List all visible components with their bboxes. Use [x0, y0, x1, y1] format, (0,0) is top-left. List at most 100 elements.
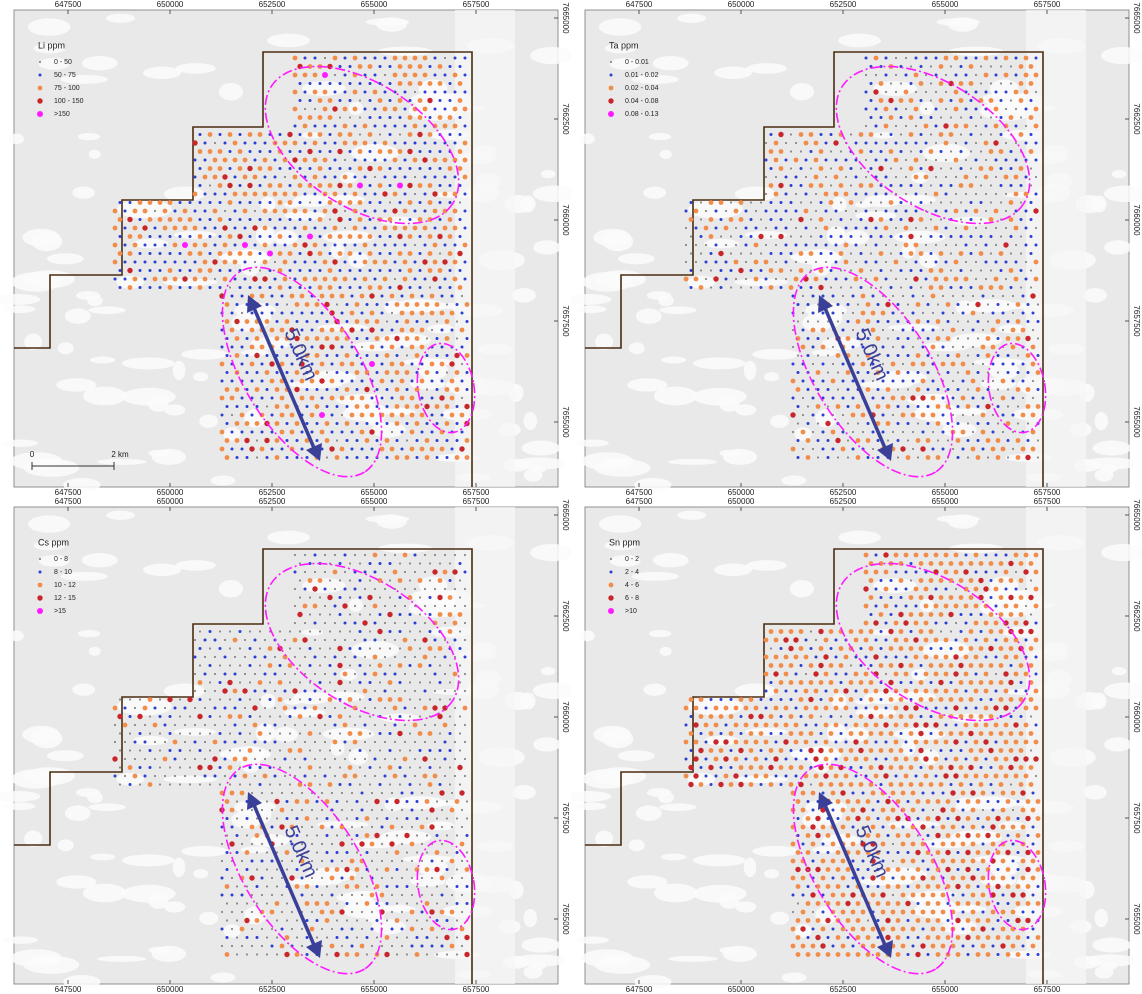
sample-point	[920, 269, 923, 272]
sample-point	[979, 646, 984, 651]
sample-point	[799, 646, 804, 651]
sample-point	[226, 817, 229, 820]
sample-point	[264, 673, 267, 676]
sample-point	[334, 605, 337, 608]
sample-point	[1025, 108, 1028, 111]
sample-point	[450, 944, 455, 949]
sample-point	[900, 133, 902, 135]
sample-point	[977, 320, 980, 323]
sample-point	[869, 646, 874, 651]
sample-point	[264, 724, 267, 727]
sample-point	[769, 183, 774, 188]
sample-point	[890, 167, 892, 169]
sample-point	[236, 405, 239, 408]
sample-point	[1019, 578, 1024, 583]
sample-point	[199, 749, 202, 752]
sample-point	[456, 953, 458, 955]
sample-point	[842, 380, 845, 383]
sample-point	[411, 826, 413, 828]
relief-blob	[1112, 667, 1127, 676]
sample-point	[446, 834, 448, 836]
sample-point	[459, 579, 461, 581]
relief-blob	[90, 357, 115, 364]
sample-point	[955, 227, 957, 229]
sample-point	[765, 690, 768, 693]
sample-point	[128, 234, 133, 239]
sample-point	[814, 158, 819, 163]
sample-point	[367, 166, 372, 171]
relief-blob	[9, 133, 24, 144]
sample-point	[401, 346, 404, 349]
sample-point	[334, 244, 337, 247]
sample-point	[434, 176, 437, 179]
sample-point	[709, 234, 714, 239]
sample-point	[344, 867, 349, 872]
sample-point	[399, 133, 401, 135]
sample-point	[242, 242, 248, 248]
sample-point	[827, 354, 829, 356]
sample-point	[987, 422, 990, 425]
sample-point	[769, 285, 774, 290]
sample-point	[834, 175, 839, 180]
sample-point	[1035, 142, 1038, 145]
sample-point	[306, 405, 309, 408]
sample-point	[424, 176, 427, 179]
sample-point	[990, 82, 992, 84]
sample-point	[439, 766, 441, 768]
sample-point	[404, 159, 407, 162]
sample-point	[962, 380, 965, 383]
sample-point	[414, 91, 416, 93]
sample-point	[436, 456, 439, 459]
sample-point	[299, 252, 302, 255]
sample-point	[229, 630, 231, 632]
relief-blob	[744, 858, 756, 877]
sample-point	[875, 554, 878, 557]
sample-point	[424, 690, 427, 693]
sample-point	[405, 302, 410, 307]
sample-point	[281, 911, 283, 913]
sample-point	[899, 98, 904, 103]
sample-point	[246, 405, 249, 408]
sample-point	[456, 320, 458, 322]
sample-point	[466, 320, 469, 323]
sample-point	[406, 902, 408, 904]
sample-point	[398, 578, 403, 583]
sample-point	[424, 278, 427, 281]
sample-point	[959, 595, 964, 600]
sample-point	[219, 235, 222, 238]
sample-point	[990, 269, 992, 271]
sample-point	[295, 884, 300, 889]
sample-point	[365, 816, 370, 821]
sample-point	[435, 404, 440, 409]
sample-point	[819, 149, 824, 154]
sample-point	[760, 201, 762, 203]
legend-swatch	[610, 74, 613, 77]
relief-blob	[723, 946, 757, 962]
sample-point	[1022, 397, 1024, 399]
sample-point	[448, 234, 453, 239]
sample-point	[699, 697, 704, 702]
sample-point	[403, 226, 408, 231]
x-tick-label: 652500	[830, 488, 857, 497]
sample-point	[324, 707, 326, 709]
relief-blob	[199, 415, 218, 428]
sample-point	[902, 295, 904, 297]
sample-point	[948, 612, 953, 617]
sample-point	[330, 379, 335, 384]
sample-point	[896, 370, 901, 375]
sample-point	[269, 235, 272, 238]
sample-point	[710, 286, 712, 288]
sample-point	[985, 571, 988, 574]
sample-point	[241, 911, 243, 913]
sample-point	[236, 919, 238, 921]
sample-point	[251, 312, 254, 315]
sample-point	[404, 673, 406, 675]
sample-point	[393, 570, 398, 575]
sample-point	[226, 354, 229, 357]
sample-point	[374, 799, 379, 804]
sample-point	[822, 380, 825, 383]
sample-point	[124, 707, 127, 710]
sample-point	[431, 397, 434, 400]
sample-point	[184, 741, 186, 743]
sample-point	[1014, 604, 1019, 609]
